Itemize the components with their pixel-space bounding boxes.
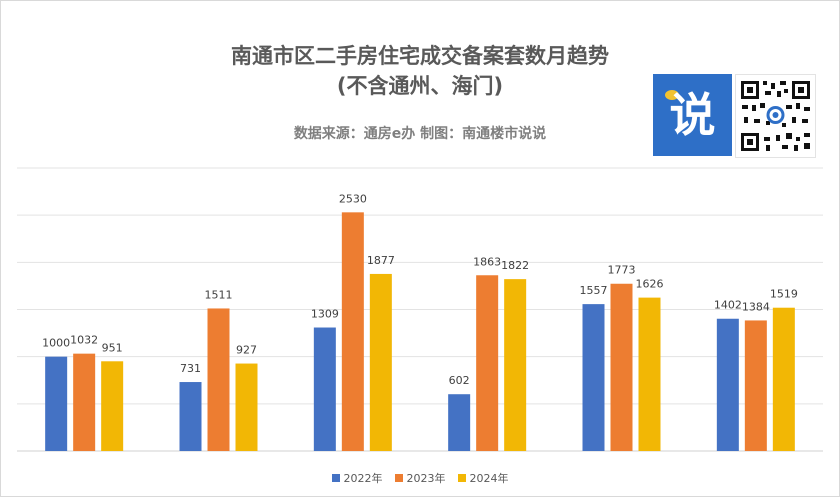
bar: [73, 353, 96, 451]
bar: [45, 356, 68, 451]
legend-item: 2023年: [394, 470, 446, 486]
bar: [313, 327, 336, 451]
data-label: 2530: [339, 192, 367, 205]
data-label: 1519: [770, 288, 798, 301]
bar: [772, 307, 795, 451]
legend-label: 2024年: [469, 472, 509, 485]
legend-swatch: [331, 474, 340, 482]
data-label: 927: [236, 344, 257, 357]
bar: [207, 308, 230, 451]
legend-item: 2022年: [331, 470, 383, 486]
logo-dot: [665, 90, 679, 100]
legend-item: 2024年: [457, 470, 509, 486]
shuo-logo-icon: 说: [653, 74, 732, 156]
data-label: 1384: [742, 300, 770, 313]
chart-title-line2: (不含通州、海门): [336, 74, 504, 98]
data-label: 1402: [714, 299, 742, 312]
bar: [448, 394, 471, 451]
qr-code-icon: [735, 74, 816, 158]
data-label: 1877: [367, 254, 395, 267]
bar: [341, 212, 364, 451]
data-label: 1822: [501, 259, 529, 272]
data-label: 1863: [473, 255, 501, 268]
chart-subtitle: 数据来源：通房e办 制图：南通楼市说说: [293, 126, 547, 142]
legend-swatch: [457, 474, 466, 482]
qr-code-graphic: [741, 81, 810, 151]
chart-title: 南通市区二手房住宅成交备案套数月趋势: [231, 44, 609, 68]
bar: [179, 382, 202, 451]
bar: [582, 304, 605, 451]
bar: [610, 283, 633, 451]
bar: [504, 279, 527, 451]
chart-legend: 2022年 2023年 2024年: [0, 470, 840, 486]
legend-label: 2023年: [406, 472, 446, 485]
bar: [744, 320, 767, 451]
legend-swatch: [394, 474, 403, 482]
data-label: 1773: [608, 264, 636, 277]
data-label: 1309: [311, 308, 339, 321]
data-label: 1626: [636, 278, 664, 291]
bar: [235, 363, 258, 451]
bar: [476, 275, 499, 451]
data-label: 1557: [580, 284, 608, 297]
bar: [716, 318, 739, 451]
bar: [638, 297, 661, 451]
data-label: 602: [449, 374, 470, 387]
data-label: 1032: [70, 334, 98, 347]
legend-label: 2022年: [343, 472, 383, 485]
data-label: 1511: [205, 288, 233, 301]
data-label: 951: [102, 341, 123, 354]
logo-text: 说: [669, 88, 716, 142]
bar: [101, 361, 124, 451]
bar: [369, 273, 392, 451]
data-label: 1000: [42, 337, 70, 350]
data-label: 731: [180, 362, 201, 375]
